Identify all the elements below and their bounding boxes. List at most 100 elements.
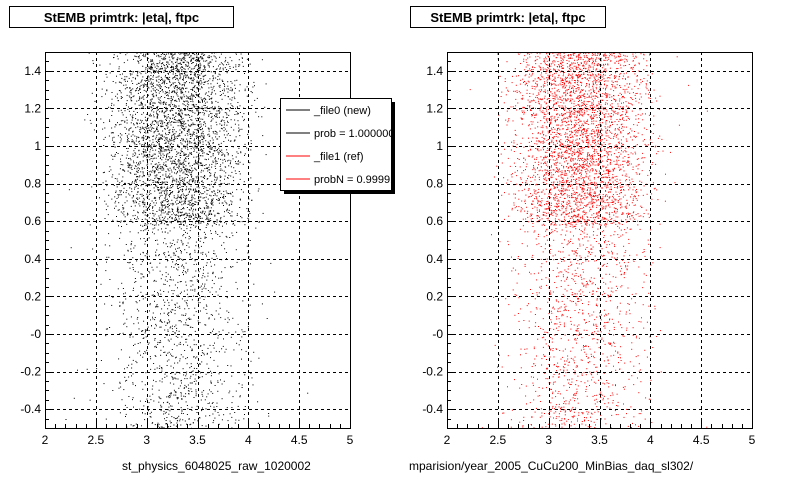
- data-point: [105, 418, 107, 420]
- data-point: [141, 144, 143, 145]
- data-point: [133, 345, 134, 346]
- data-point: [105, 180, 107, 182]
- data-point: [168, 312, 170, 314]
- data-point: [197, 420, 199, 422]
- data-point: [133, 110, 135, 112]
- data-point: [178, 159, 180, 161]
- data-point: [239, 173, 241, 175]
- data-point: [131, 73, 133, 75]
- data-point: [144, 108, 146, 109]
- data-point: [208, 130, 210, 132]
- data-point: [175, 214, 177, 216]
- data-point: [199, 162, 201, 164]
- data-point: [191, 134, 193, 136]
- data-point: [88, 52, 90, 54]
- data-point: [570, 55, 572, 57]
- data-point: [583, 206, 585, 208]
- data-point: [155, 71, 157, 73]
- data-point: [596, 200, 597, 202]
- data-point: [202, 118, 204, 120]
- data-point: [199, 219, 200, 221]
- data-point: [137, 87, 138, 89]
- data-point: [164, 337, 166, 338]
- data-point: [202, 53, 204, 55]
- data-point: [204, 81, 206, 83]
- data-point: [191, 197, 193, 199]
- data-point: [183, 180, 185, 182]
- data-point: [180, 252, 182, 254]
- data-point: [544, 89, 546, 91]
- data-point: [168, 148, 170, 150]
- data-point: [188, 140, 190, 142]
- data-point: [218, 147, 220, 149]
- data-point: [187, 130, 189, 132]
- data-point: [200, 155, 202, 157]
- data-point: [169, 143, 171, 145]
- data-point: [235, 173, 237, 174]
- data-point: [202, 101, 203, 103]
- data-point: [172, 180, 174, 182]
- data-point: [197, 218, 198, 220]
- data-point: [160, 349, 162, 351]
- data-point: [133, 287, 134, 289]
- data-point: [172, 96, 174, 98]
- data-point: [199, 68, 201, 70]
- data-point: [161, 111, 163, 113]
- data-point: [129, 231, 131, 233]
- data-point: [208, 150, 210, 152]
- data-point: [168, 203, 170, 205]
- data-point: [195, 391, 197, 393]
- data-point: [224, 211, 225, 213]
- chart-title-right: StEMB primtrk: |eta|, ftpc: [410, 6, 606, 28]
- data-point: [141, 104, 143, 106]
- data-point: [194, 204, 196, 205]
- data-point: [606, 172, 608, 174]
- data-point: [204, 191, 206, 193]
- data-point: [158, 75, 160, 77]
- data-point: [159, 158, 161, 159]
- data-point: [160, 86, 162, 88]
- data-point: [224, 222, 226, 224]
- data-point: [154, 290, 155, 292]
- data-point: [236, 231, 238, 233]
- data-point: [164, 197, 166, 199]
- data-point: [170, 373, 171, 374]
- data-point: [117, 135, 119, 137]
- data-point: [119, 305, 121, 307]
- data-point: [235, 281, 237, 283]
- data-point: [181, 336, 183, 338]
- data-point: [558, 205, 560, 207]
- data-point: [169, 279, 171, 281]
- data-point: [211, 115, 213, 117]
- data-point: [181, 115, 182, 117]
- data-point: [156, 65, 158, 67]
- data-point: [234, 98, 236, 100]
- data-point: [169, 196, 170, 198]
- data-point: [166, 156, 167, 158]
- data-point: [126, 135, 128, 137]
- data-point: [200, 372, 201, 374]
- data-point: [153, 53, 155, 55]
- data-point: [108, 295, 110, 297]
- data-point: [177, 187, 178, 189]
- data-point: [213, 210, 215, 212]
- data-point: [160, 76, 162, 78]
- data-point: [124, 182, 125, 184]
- data-point: [124, 88, 126, 90]
- data-point: [171, 243, 173, 244]
- data-point: [152, 210, 154, 212]
- data-point: [217, 199, 219, 201]
- data-point: [167, 153, 169, 155]
- data-point: [127, 165, 129, 167]
- data-point: [527, 57, 529, 59]
- data-point: [132, 153, 134, 155]
- data-point: [149, 154, 151, 156]
- data-point: [188, 324, 190, 326]
- data-point: [197, 181, 199, 183]
- data-point: [158, 396, 160, 398]
- data-point: [167, 201, 169, 203]
- data-point: [149, 184, 151, 186]
- data-point: [167, 339, 169, 341]
- data-point: [139, 258, 141, 260]
- data-point: [179, 121, 181, 123]
